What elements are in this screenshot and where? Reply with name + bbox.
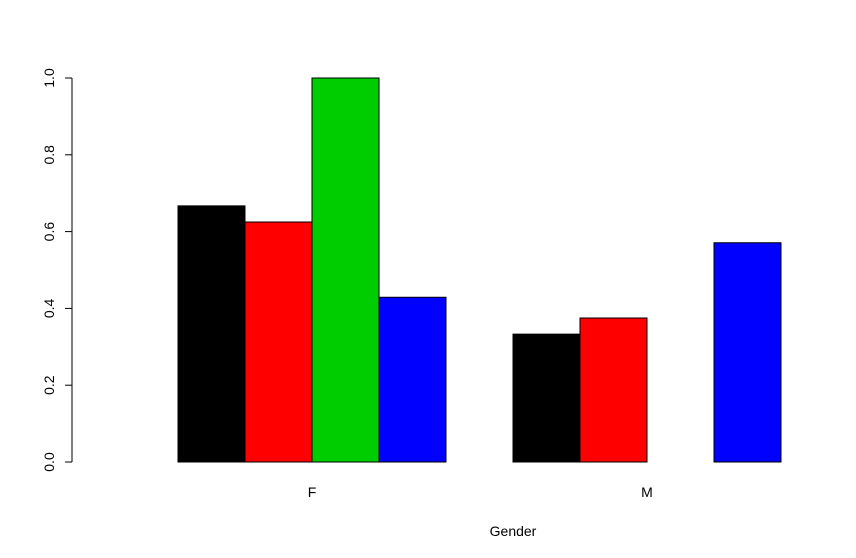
bars-group bbox=[177, 77, 782, 463]
x-axis-label: Gender bbox=[490, 523, 537, 539]
y-tick-label: 0.0 bbox=[41, 452, 57, 472]
y-tick-label: 0.2 bbox=[41, 375, 57, 395]
bar-F-series-3 bbox=[311, 77, 380, 463]
bar-M-series-4 bbox=[713, 242, 782, 463]
y-tick-label: 0.6 bbox=[41, 222, 57, 242]
x-category-label-F: F bbox=[308, 484, 317, 500]
bar-F-series-1 bbox=[177, 205, 246, 463]
y-tick-label: 1.0 bbox=[41, 68, 57, 88]
bar-F-series-4 bbox=[378, 296, 447, 463]
bar-M-series-2 bbox=[579, 317, 648, 463]
y-tick-label: 0.4 bbox=[41, 298, 57, 318]
bar-M-series-1 bbox=[512, 333, 581, 463]
x-category-label-M: M bbox=[641, 484, 653, 500]
y-axis: 0.0 0.2 0.4 0.6 0.8 1.0 bbox=[41, 68, 73, 472]
bar-F-series-2 bbox=[244, 221, 313, 463]
y-tick-label: 0.8 bbox=[41, 145, 57, 165]
